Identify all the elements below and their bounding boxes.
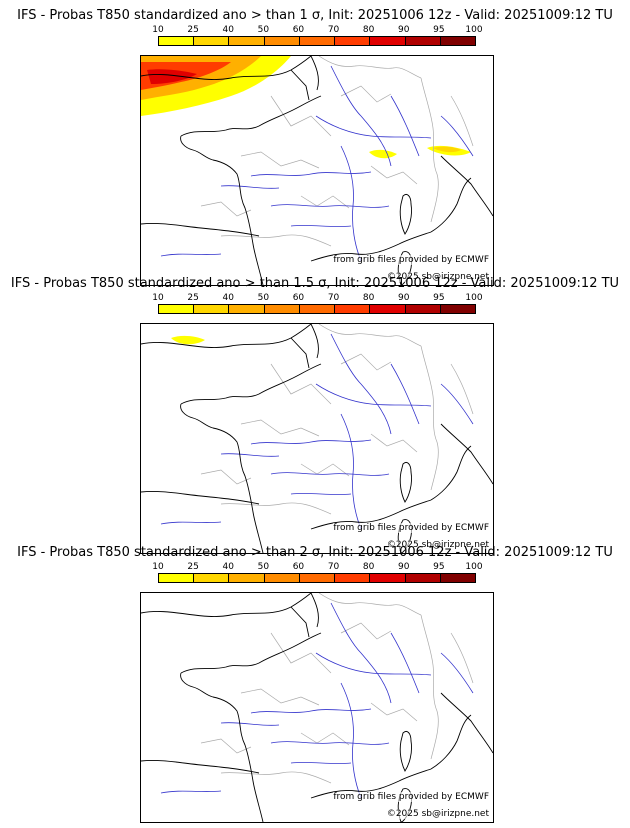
copyright-credit: ©2025 sb@irizpne.net (386, 272, 489, 282)
color-legend: 10 25 40 50 60 70 80 90 95 100 (152, 562, 483, 584)
legend-tick-label: 10 (152, 25, 164, 35)
admin-borders (200, 324, 474, 515)
legend-tick-label: 10 (152, 562, 164, 572)
probability-shading (141, 56, 471, 159)
color-legend: 10 25 40 50 60 70 80 90 95 100 (152, 25, 483, 47)
panel-title: IFS - Probas T850 standardized ano > tha… (17, 545, 613, 560)
legend-tick-label: 60 (292, 293, 305, 303)
legend-swatch (370, 574, 406, 582)
probability-shading (171, 335, 205, 345)
legend-swatch (159, 37, 195, 45)
legend-swatch (299, 37, 336, 45)
admin-borders (200, 593, 474, 784)
legend-tick-label: 100 (465, 293, 483, 303)
legend-tick-label: 95 (433, 293, 445, 303)
legend-tick-label: 80 (362, 293, 375, 303)
legend-swatch (159, 574, 195, 582)
legend-swatch (194, 37, 230, 45)
legend-swatch (335, 305, 371, 313)
panel-1: IFS - Probas T850 standardized ano > tha… (0, 8, 630, 286)
panel-title: IFS - Probas T850 standardized ano > tha… (17, 8, 613, 23)
legend-tick-label: 60 (292, 25, 305, 35)
legend-swatch (229, 37, 265, 45)
color-legend: 10 25 40 50 60 70 80 90 95 100 (152, 293, 483, 315)
rivers (160, 333, 474, 530)
legend-tick-label: 80 (362, 562, 375, 572)
panel-3: IFS - Probas T850 standardized ano > tha… (0, 545, 630, 823)
admin-borders (200, 56, 474, 247)
legend-tick-label: 90 (398, 562, 410, 572)
legend-tick-label: 50 (257, 25, 270, 35)
coastlines (141, 56, 493, 285)
panel-2: IFS - Probas T850 standardized ano > tha… (0, 276, 630, 554)
legend-swatch (299, 305, 336, 313)
legend-swatch (159, 305, 195, 313)
legend-tick-label: 50 (257, 562, 270, 572)
legend-bar (158, 304, 476, 314)
map-canvas (141, 593, 493, 822)
map-france: from grib files provided by ECMWF ©2025 … (140, 323, 494, 554)
legend-tick-label: 70 (327, 293, 340, 303)
legend-swatch (405, 305, 441, 313)
legend-tick-label: 40 (222, 25, 234, 35)
coastlines (141, 324, 493, 553)
copyright-credit: ©2025 sb@irizpne.net (386, 540, 489, 550)
legend-swatch (264, 305, 300, 313)
legend-tick-label: 80 (362, 25, 375, 35)
legend-swatch (335, 574, 371, 582)
map-france: from grib files provided by ECMWF ©2025 … (140, 592, 494, 823)
rivers (160, 602, 474, 799)
legend-swatch (370, 305, 406, 313)
legend-tick-label: 60 (292, 562, 305, 572)
legend-tick-label: 70 (327, 25, 340, 35)
legend-tick-label: 40 (222, 293, 234, 303)
legend-bar (158, 36, 476, 46)
map-france: from grib files provided by ECMWF ©2025 … (140, 55, 494, 286)
legend-swatch (194, 305, 230, 313)
map-canvas (141, 324, 493, 553)
map-canvas (141, 56, 493, 285)
legend-swatch (440, 37, 475, 45)
legend-labels: 10 25 40 50 60 70 80 90 95 100 (152, 293, 482, 303)
legend-tick-label: 90 (398, 25, 410, 35)
legend-tick-label: 10 (152, 293, 164, 303)
coastlines (141, 593, 493, 822)
legend-swatch (229, 574, 265, 582)
legend-tick-label: 90 (398, 293, 410, 303)
source-credit: from grib files provided by ECMWF (333, 792, 489, 802)
legend-swatch (440, 305, 475, 313)
legend-swatch (370, 37, 406, 45)
legend-tick-label: 25 (187, 562, 199, 572)
legend-tick-label: 70 (327, 562, 340, 572)
legend-tick-label: 95 (433, 562, 445, 572)
legend-swatch (194, 574, 230, 582)
legend-tick-label: 40 (222, 562, 234, 572)
legend-swatch (440, 574, 475, 582)
legend-swatch (335, 37, 371, 45)
copyright-credit: ©2025 sb@irizpne.net (386, 809, 489, 819)
legend-swatch (264, 37, 300, 45)
legend-tick-label: 50 (257, 293, 270, 303)
rivers (160, 65, 474, 262)
legend-tick-label: 95 (433, 25, 445, 35)
legend-tick-label: 100 (465, 25, 483, 35)
panel-title: IFS - Probas T850 standardized ano > tha… (10, 276, 620, 291)
legend-labels: 10 25 40 50 60 70 80 90 95 100 (152, 25, 482, 35)
legend-tick-label: 25 (187, 25, 199, 35)
legend-swatch (299, 574, 336, 582)
source-credit: from grib files provided by ECMWF (333, 523, 489, 533)
legend-swatch (264, 574, 300, 582)
source-credit: from grib files provided by ECMWF (333, 255, 489, 265)
legend-labels: 10 25 40 50 60 70 80 90 95 100 (152, 562, 482, 572)
legend-tick-label: 100 (465, 562, 483, 572)
legend-swatch (405, 37, 441, 45)
legend-swatch (405, 574, 441, 582)
legend-tick-label: 25 (187, 293, 199, 303)
legend-swatch (229, 305, 265, 313)
legend-bar (158, 573, 476, 583)
